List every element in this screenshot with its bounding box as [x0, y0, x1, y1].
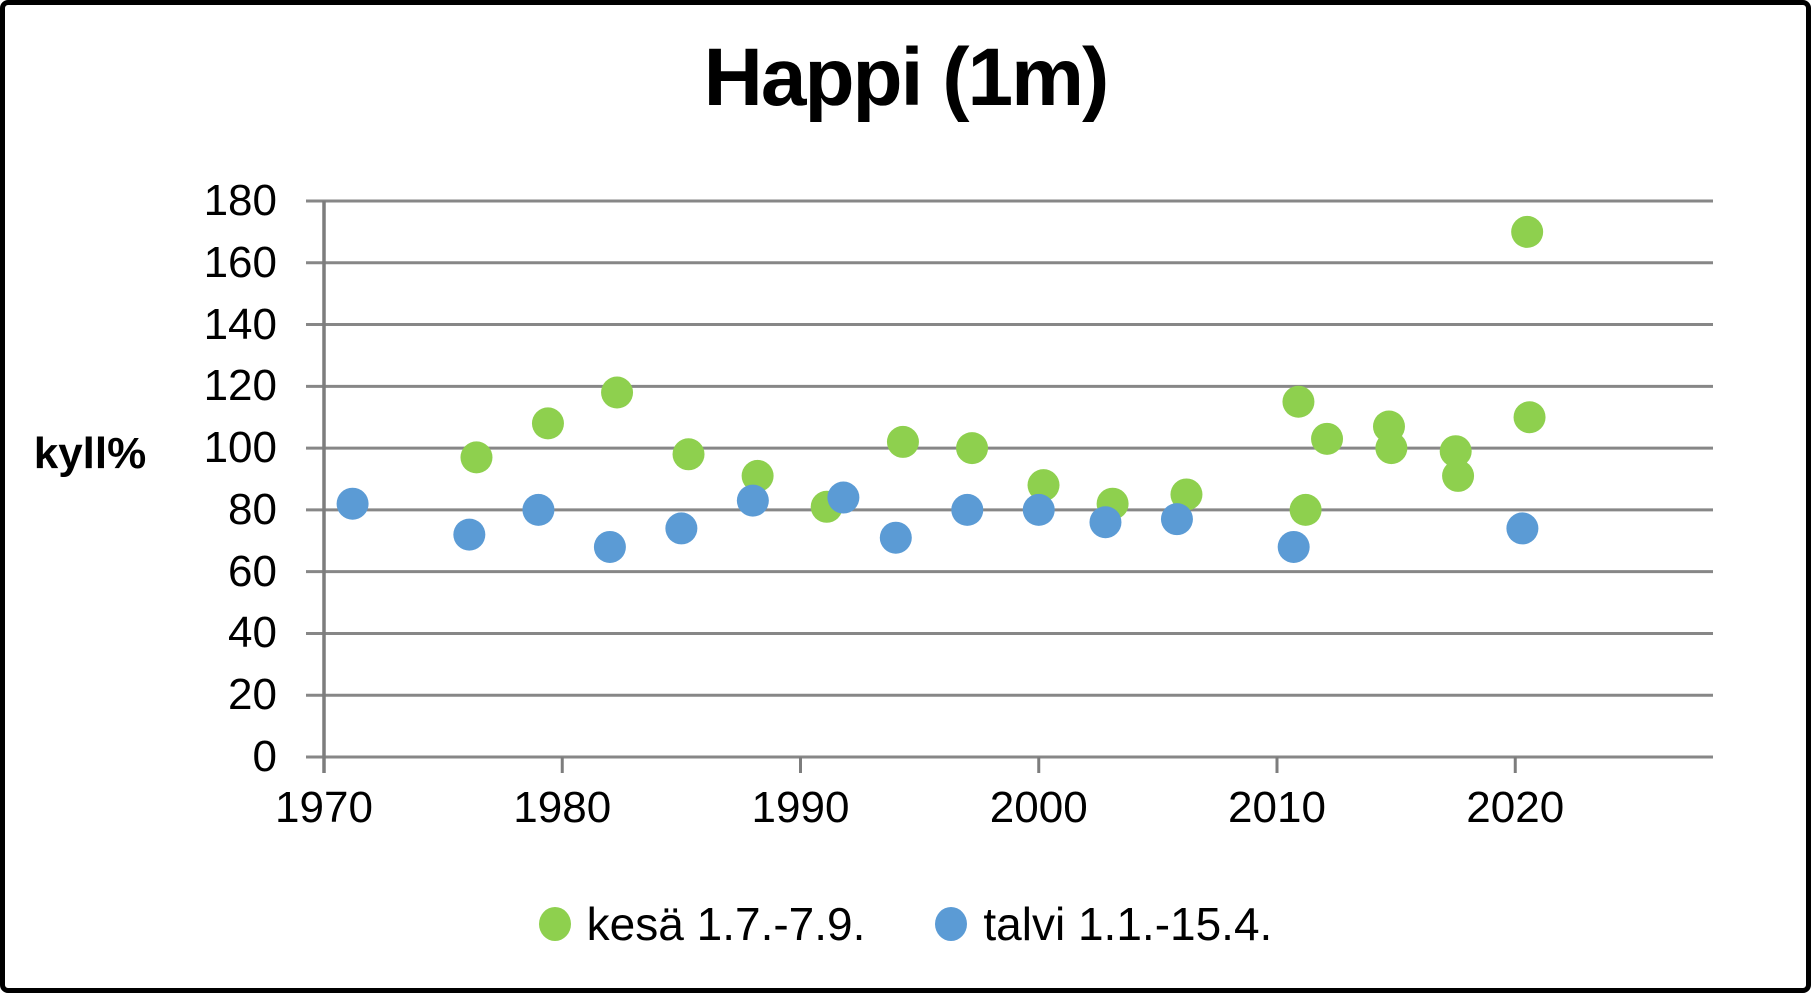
x-tick-label-2000: 2000	[989, 783, 1088, 832]
plot-area	[306, 199, 1713, 773]
point-kesa	[601, 376, 634, 409]
point-talvi	[593, 530, 626, 563]
point-kesa	[886, 425, 919, 458]
point-talvi	[522, 493, 555, 526]
point-talvi	[827, 481, 860, 514]
x-tick-label-1990: 1990	[751, 783, 850, 832]
x-tick-label-1970: 1970	[275, 783, 373, 832]
y-axis-title: kyll%	[33, 429, 147, 478]
point-kesa	[531, 407, 564, 440]
point-kesa	[1375, 432, 1408, 465]
y-tick-label-20: 20	[228, 670, 277, 720]
point-talvi	[665, 512, 698, 545]
legend: kesä 1.7.-7.9. talvi 1.1.-15.4.	[5, 897, 1806, 951]
y-tick-label-80: 80	[228, 484, 277, 534]
point-talvi	[453, 518, 486, 551]
point-kesa	[1439, 435, 1472, 468]
y-tick-label-120: 120	[203, 361, 277, 411]
y-tick-label-60: 60	[228, 546, 277, 596]
point-talvi	[951, 493, 984, 526]
chart-title: Happi (1m)	[703, 32, 1110, 123]
point-kesa	[672, 438, 705, 471]
kesa-series-marker-icon	[538, 907, 571, 941]
point-kesa	[1027, 469, 1060, 502]
legend-label-talvi: talvi 1.1.-15.4.	[983, 898, 1273, 950]
x-tick-label-1980: 1980	[513, 783, 612, 832]
point-kesa	[1170, 478, 1203, 511]
y-tick-label-40: 40	[228, 608, 277, 658]
y-tick-label-180: 180	[203, 176, 277, 225]
legend-label-kesa: kesä 1.7.-7.9.	[586, 898, 866, 950]
talvi-series-marker-icon	[935, 907, 968, 941]
x-tick-label-2020: 2020	[1466, 783, 1565, 832]
point-talvi	[1089, 506, 1122, 539]
point-kesa	[1511, 215, 1544, 248]
point-talvi	[736, 484, 769, 517]
legend-item-talvi: talvi 1.1.-15.4.	[935, 897, 1272, 951]
y-tick-label-140: 140	[203, 299, 277, 349]
point-talvi	[1022, 493, 1055, 526]
point-talvi	[1277, 530, 1310, 563]
point-talvi	[336, 487, 369, 520]
legend-item-kesa: kesä 1.7.-7.9.	[538, 897, 866, 951]
y-tick-label-0: 0	[252, 732, 277, 781]
y-tick-label-160: 160	[203, 237, 277, 287]
point-talvi	[879, 521, 912, 554]
point-kesa	[956, 432, 989, 465]
y-tick-label-100: 100	[203, 423, 277, 473]
point-kesa	[1442, 459, 1475, 492]
point-kesa	[1513, 401, 1546, 434]
point-kesa	[1289, 493, 1322, 526]
point-kesa	[1282, 385, 1315, 418]
point-kesa	[1311, 422, 1344, 455]
x-tick-label-2010: 2010	[1228, 783, 1326, 832]
point-talvi	[1506, 512, 1539, 545]
point-talvi	[1160, 503, 1193, 536]
point-kesa	[460, 441, 493, 474]
point-kesa	[741, 459, 774, 492]
